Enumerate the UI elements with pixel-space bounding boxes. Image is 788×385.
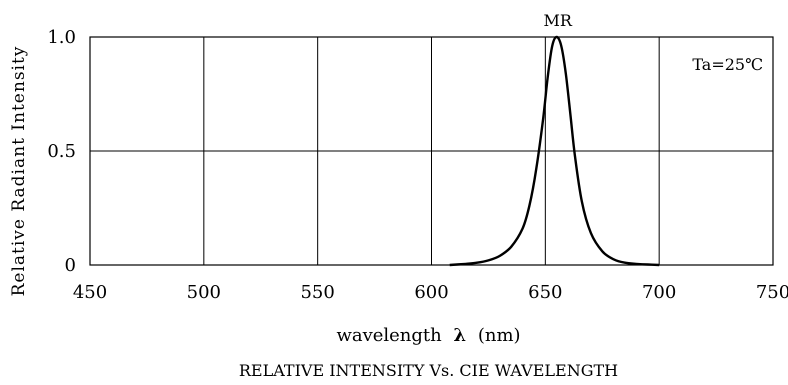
x-tick-labels: 450 500 550 600 650 700 750 [73,282,788,303]
y-tick-label: 0 [65,255,76,276]
x-tick-label: 500 [187,282,221,303]
plot-frame [89,36,774,266]
temperature-annotation: Ta=25℃ [692,55,763,74]
x-axis-label: wavelength λ (nm) [336,325,520,346]
y-tick-labels: 0 0.5 1.0 [47,27,76,276]
y-tick-label: 0.5 [47,141,76,162]
x-tick-label: 700 [642,282,676,303]
x-tick-label: 750 [756,282,788,303]
x-axis-unit: (nm) [478,325,521,346]
x-tick-label: 550 [300,282,334,303]
x-axis-label-text: wavelength [336,325,442,346]
series-line-mr [449,35,660,267]
x-tick-label: 650 [528,282,562,303]
grid-lines [90,37,773,265]
chart-title: RELATIVE INTENSITY Vs. CIE WAVELENGTH [239,361,618,380]
x-tick-label: 600 [414,282,448,303]
series-group: MR [449,11,660,267]
y-tick-label: 1.0 [47,27,76,48]
x-tick-label: 450 [73,282,107,303]
y-axis-label: Relative Radiant Intensity [9,46,29,297]
lambda-symbol: λ [453,325,466,346]
series-label: MR [543,11,572,30]
